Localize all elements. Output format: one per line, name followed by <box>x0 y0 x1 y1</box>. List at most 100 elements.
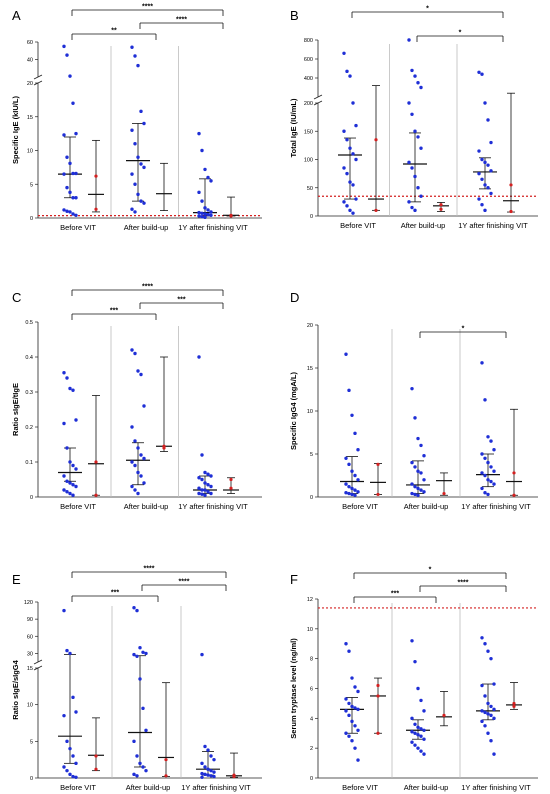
data-point <box>416 493 420 497</box>
data-point <box>489 465 493 469</box>
data-point <box>410 68 414 73</box>
data-point <box>413 208 417 213</box>
panel-label: D <box>290 290 299 305</box>
data-point <box>139 199 143 203</box>
y-tick-label: 50 <box>307 186 313 192</box>
data-point <box>419 698 423 703</box>
data-point <box>133 182 137 186</box>
data-point <box>486 712 490 716</box>
data-point <box>486 435 490 439</box>
data-point <box>345 204 349 208</box>
data-point <box>130 484 134 489</box>
data-point <box>200 761 204 766</box>
data-point <box>422 454 426 458</box>
y-tick-label: 15 <box>27 115 33 121</box>
data-point <box>483 724 487 728</box>
data-point <box>492 682 496 686</box>
data-point <box>350 719 354 724</box>
data-point <box>413 174 417 179</box>
data-point <box>144 768 148 773</box>
axis-break-gap <box>34 77 42 83</box>
data-point <box>132 772 136 777</box>
y-tick-label: 120 <box>24 600 33 606</box>
significance-label: **** <box>458 580 469 587</box>
data-point <box>422 737 426 741</box>
y-tick-label: 60 <box>27 634 33 640</box>
data-point <box>135 654 139 658</box>
y-axis-label: Ratio sIgE/sIgG4 <box>11 659 20 719</box>
data-point <box>139 162 143 166</box>
y-tick-label: 2 <box>310 746 313 752</box>
data-point <box>142 404 146 408</box>
data-point <box>422 752 426 756</box>
significance-label: * <box>426 6 429 13</box>
data-point <box>342 129 346 133</box>
data-point <box>347 713 351 718</box>
data-point <box>206 472 210 476</box>
data-point <box>206 175 210 180</box>
data-point <box>376 694 380 698</box>
y-tick-label: 0 <box>30 776 33 782</box>
y-tick-label: 5 <box>30 182 33 188</box>
data-point <box>348 74 352 78</box>
data-point <box>133 488 137 492</box>
data-point <box>138 677 142 681</box>
panel-d: D 0 5 10 15 20 Specific IgG4 (mgA/L) Before VIT… <box>289 290 538 511</box>
data-point <box>489 169 493 173</box>
data-point <box>422 490 426 494</box>
data-point <box>209 210 213 214</box>
data-point <box>209 484 213 489</box>
data-point <box>489 656 493 661</box>
data-point <box>439 207 443 211</box>
category-label: Before VIT <box>60 223 96 232</box>
data-point <box>480 719 484 724</box>
data-point <box>65 648 69 653</box>
data-point <box>348 180 352 184</box>
data-point <box>203 215 207 220</box>
data-point <box>486 701 490 706</box>
data-point <box>492 448 496 452</box>
significance-label: *** <box>177 297 185 304</box>
data-point <box>197 190 201 195</box>
data-point <box>68 481 72 485</box>
data-point <box>410 730 414 734</box>
data-point <box>492 752 496 756</box>
data-point <box>342 166 346 170</box>
data-point <box>407 160 411 165</box>
data-point <box>197 131 201 136</box>
data-point <box>133 54 137 58</box>
category-label: 1Y after finishing VIT <box>458 221 528 230</box>
data-point <box>203 481 207 485</box>
y-tick-label: 15 <box>307 366 313 372</box>
data-point <box>492 482 496 486</box>
data-point <box>200 771 204 776</box>
data-point <box>139 474 143 478</box>
data-point <box>486 492 490 497</box>
category-label: 1Y after finishing VIT <box>461 502 531 511</box>
data-point <box>492 469 496 473</box>
y-axis-label: Specific IgG4 (mgA/L) <box>289 372 298 450</box>
data-point <box>203 167 207 172</box>
data-point <box>139 453 143 457</box>
data-point <box>203 765 207 769</box>
data-point <box>480 709 484 713</box>
data-point <box>142 121 146 126</box>
data-point <box>492 707 496 712</box>
y-tick-label: 30 <box>27 651 33 657</box>
data-point <box>416 486 420 491</box>
y-tick-label: 0.2 <box>25 425 33 431</box>
data-point <box>197 214 201 218</box>
data-point <box>144 728 148 733</box>
y-tick-label: 4 <box>310 716 313 722</box>
data-point <box>356 758 360 762</box>
data-point <box>410 716 414 721</box>
data-point <box>71 463 75 468</box>
data-point <box>354 157 358 162</box>
significance-label: *** <box>110 308 118 315</box>
data-point <box>416 135 420 139</box>
data-point <box>413 659 417 664</box>
data-point <box>351 101 355 105</box>
data-point <box>344 352 348 356</box>
significance-label: * <box>459 30 462 37</box>
data-point <box>483 710 487 715</box>
